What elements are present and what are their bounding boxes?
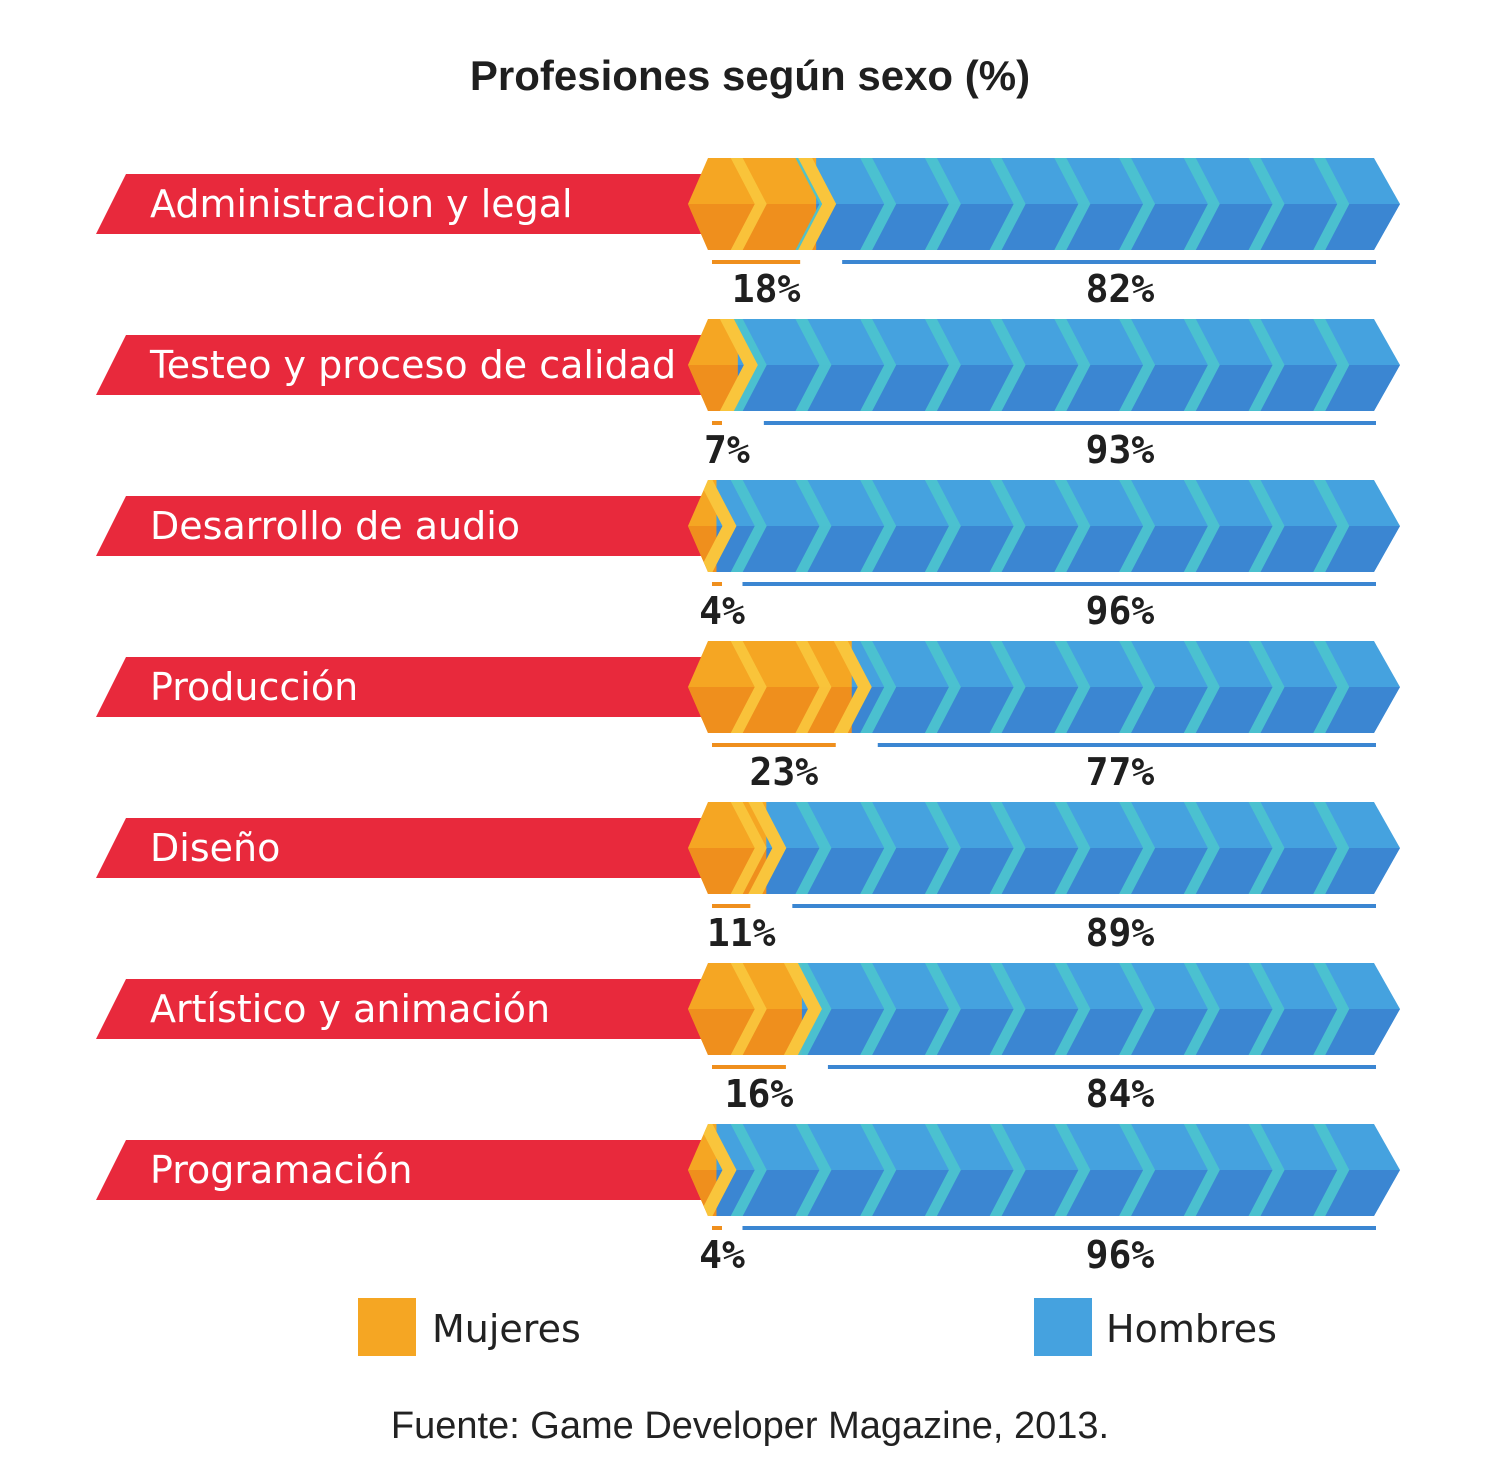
row-3: Producción 23% 77% xyxy=(96,641,1400,794)
pct-label-women: 4% xyxy=(699,1233,745,1277)
pct-label-women: 18% xyxy=(732,267,801,311)
category-label: Producción xyxy=(150,665,358,709)
legend-swatch-women xyxy=(358,1298,416,1356)
category-band xyxy=(96,335,720,395)
underline-women xyxy=(712,1226,722,1230)
underline-men xyxy=(827,1065,1376,1069)
underline-women xyxy=(712,904,751,908)
chart-title: Profesiones según sexo (%) xyxy=(470,52,1030,99)
category-band xyxy=(96,657,720,717)
category-band xyxy=(96,818,720,878)
pct-label-men: 89% xyxy=(1086,911,1155,955)
legend: Mujeres Hombres xyxy=(358,1298,1277,1356)
legend-swatch-men xyxy=(1034,1298,1092,1356)
pct-label-women: 4% xyxy=(699,589,745,633)
category-label: Testeo y proceso de calidad xyxy=(149,343,676,387)
row-4: Diseño 11% 89% xyxy=(96,802,1400,955)
pct-label-women: 11% xyxy=(707,911,776,955)
underline-men xyxy=(792,904,1376,908)
category-label: Desarrollo de audio xyxy=(150,504,520,548)
underline-women xyxy=(712,582,722,586)
underline-men xyxy=(763,421,1376,425)
category-band xyxy=(96,979,720,1039)
pct-label-women: 23% xyxy=(750,750,819,794)
category-label: Programación xyxy=(150,1148,412,1192)
row-6: Programación 4% 96% xyxy=(96,1124,1400,1277)
row-0: Administracion y legal 18% 82% xyxy=(96,158,1400,311)
pct-label-men: 93% xyxy=(1086,428,1155,472)
underline-women xyxy=(712,1065,786,1069)
source-note: Fuente: Game Developer Magazine, 2013. xyxy=(391,1405,1109,1447)
underline-men xyxy=(842,260,1376,264)
pct-label-men: 77% xyxy=(1086,750,1155,794)
category-label: Artístico y animación xyxy=(150,987,550,1031)
category-band xyxy=(96,174,720,234)
underline-women xyxy=(712,260,801,264)
underline-men xyxy=(742,582,1376,586)
underline-men xyxy=(877,743,1376,747)
category-label: Diseño xyxy=(150,826,280,870)
pct-label-men: 82% xyxy=(1086,267,1155,311)
category-band xyxy=(96,1140,720,1200)
row-5: Artístico y animación 16% 84% xyxy=(96,963,1400,1116)
underline-women xyxy=(712,743,836,747)
category-band xyxy=(96,496,720,556)
row-2: Desarrollo de audio 4% 96% xyxy=(96,480,1400,633)
pct-label-women: 7% xyxy=(704,428,750,472)
legend-label-men: Hombres xyxy=(1106,1307,1277,1351)
pct-label-men: 84% xyxy=(1086,1072,1155,1116)
underline-women xyxy=(712,421,722,425)
legend-label-women: Mujeres xyxy=(432,1307,581,1351)
chart-rows: Administracion y legal 18% 82% Testeo y pro… xyxy=(96,158,1400,1277)
pct-label-men: 96% xyxy=(1086,1233,1155,1277)
pct-label-men: 96% xyxy=(1086,589,1155,633)
pct-label-women: 16% xyxy=(725,1072,794,1116)
underline-men xyxy=(742,1226,1376,1230)
category-label: Administracion y legal xyxy=(150,182,573,226)
row-1: Testeo y proceso de calidad 7% 93% xyxy=(96,319,1400,472)
